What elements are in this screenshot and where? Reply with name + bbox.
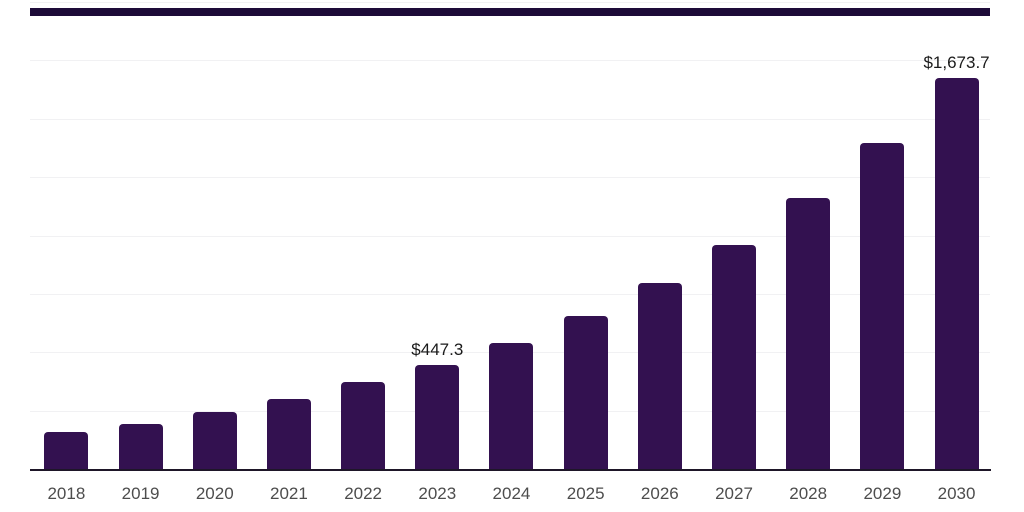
x-axis-label-2028: 2028 xyxy=(789,484,828,503)
x-axis-label-2019: 2019 xyxy=(121,484,160,503)
bar-value-label-2030: $1,673.7 xyxy=(923,53,990,73)
x-axis-label-2020: 2020 xyxy=(195,484,234,503)
x-axis-label-2023: 2023 xyxy=(418,484,457,503)
x-axis-label-2026: 2026 xyxy=(640,484,679,503)
bar-2020 xyxy=(192,412,237,469)
bar-2018 xyxy=(44,431,89,469)
bar-2021 xyxy=(266,398,311,469)
gridline xyxy=(30,293,990,295)
bar-2022 xyxy=(341,382,386,469)
x-axis-label-2018: 2018 xyxy=(47,484,86,503)
gridline xyxy=(30,2,990,3)
x-axis-line xyxy=(30,469,991,471)
x-axis-label-2027: 2027 xyxy=(715,484,753,503)
x-axis-label-2022: 2022 xyxy=(344,484,383,503)
bar-2024 xyxy=(489,342,534,469)
bar-2029 xyxy=(860,143,905,469)
bar-2025 xyxy=(563,316,608,469)
bar-2019 xyxy=(118,424,163,469)
x-axis-label-2025: 2025 xyxy=(566,484,605,503)
x-axis-label-2030: 2030 xyxy=(937,484,976,503)
bar-2023 xyxy=(415,364,460,469)
x-axis-label-2029: 2029 xyxy=(863,484,902,503)
chart-top-border xyxy=(30,8,990,16)
bar-2028 xyxy=(786,197,831,469)
gridline xyxy=(30,60,990,62)
bar-value-label-2023: $447.3 xyxy=(411,339,464,359)
gridline xyxy=(30,177,990,179)
bar-2026 xyxy=(637,283,682,469)
x-axis-label-2024: 2024 xyxy=(492,484,531,503)
bar-2030 xyxy=(934,78,979,469)
bar-2027 xyxy=(712,245,757,469)
gridline xyxy=(30,235,990,237)
gridline xyxy=(30,118,990,120)
x-axis-label-2021: 2021 xyxy=(270,484,308,503)
